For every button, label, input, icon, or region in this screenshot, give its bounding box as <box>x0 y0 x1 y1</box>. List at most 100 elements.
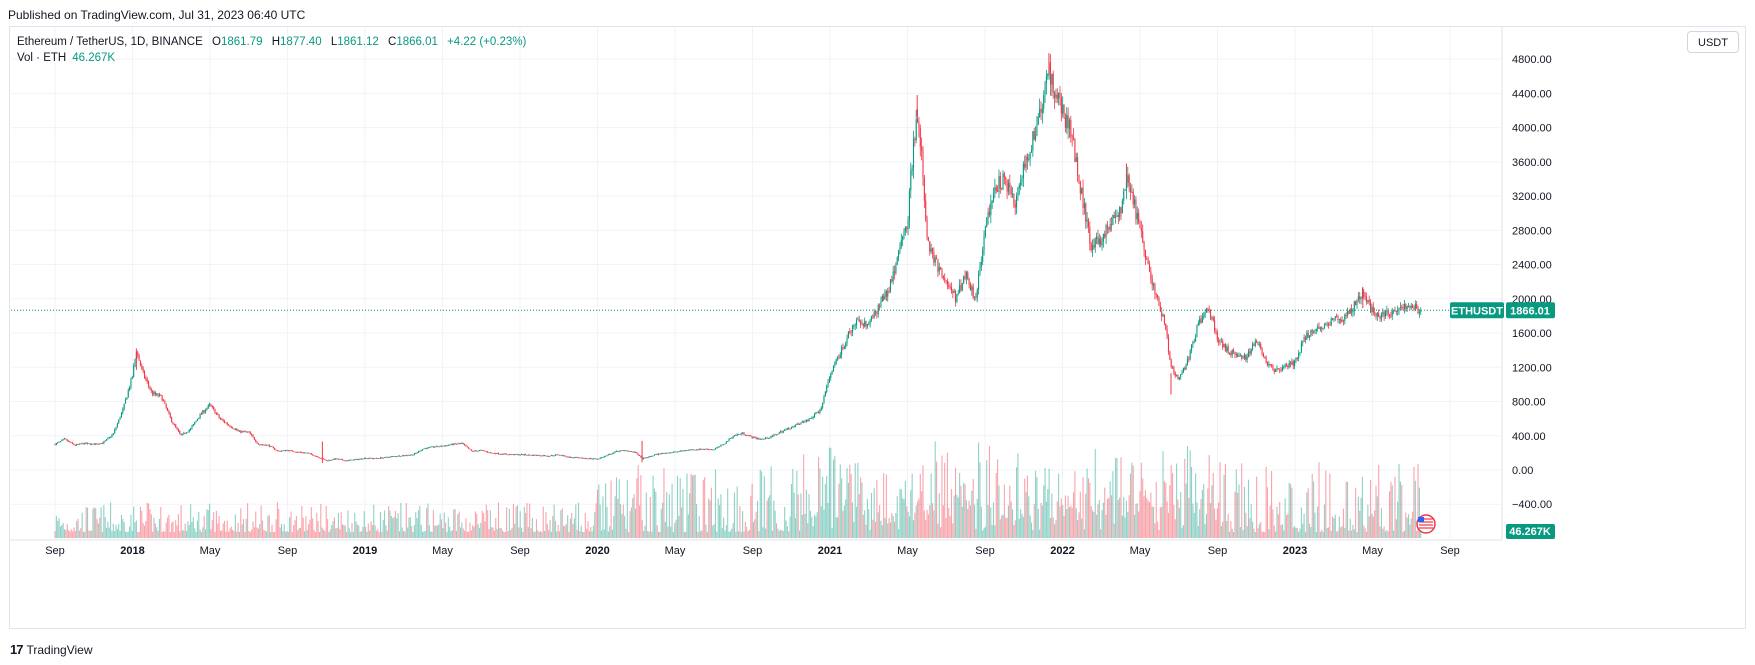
candle-body <box>360 458 363 460</box>
volume-bar <box>733 492 736 538</box>
volume-bar <box>955 467 957 538</box>
volume-bar <box>253 527 255 538</box>
volume-bar <box>65 529 67 538</box>
volume-bar <box>748 529 750 538</box>
volume-bar <box>138 531 140 538</box>
candle-body <box>530 455 532 456</box>
volume-bar <box>511 527 513 538</box>
candle-body <box>1144 249 1146 259</box>
candle-body <box>57 442 59 444</box>
volume-bar <box>1120 457 1122 538</box>
candle-body <box>564 455 566 457</box>
x-tick-label: May <box>897 545 918 557</box>
candle-body <box>841 347 843 356</box>
volume-bar <box>152 531 154 538</box>
candle-body <box>516 454 519 456</box>
volume-bar <box>1218 502 1220 538</box>
candle-body <box>813 414 816 418</box>
candle-body <box>1230 352 1232 355</box>
candle-body <box>983 235 985 251</box>
volume-bar <box>462 528 464 538</box>
candle-body <box>324 459 326 461</box>
volume-bar <box>1029 515 1031 538</box>
candle-body <box>268 444 270 447</box>
volume-bar <box>76 520 78 538</box>
candle-body <box>533 454 535 456</box>
symbol-tag: ETHUSDT <box>1451 305 1503 317</box>
volume-bar <box>310 507 312 538</box>
volume-bar <box>1330 530 1332 538</box>
volume-bar <box>396 518 398 538</box>
volume-bar <box>385 525 387 538</box>
volume-bar <box>1196 502 1198 538</box>
candle-body <box>131 377 133 379</box>
volume-bar <box>1072 492 1075 538</box>
volume-bar <box>370 521 372 538</box>
volume-bar <box>500 527 502 538</box>
candle-body <box>873 311 875 318</box>
candle-body <box>626 450 628 452</box>
candle-body <box>1288 362 1290 368</box>
candle-body <box>508 454 510 456</box>
volume-bar <box>1397 501 1399 538</box>
volume-bar <box>424 531 426 538</box>
candle-body <box>775 434 778 436</box>
candle-body <box>1416 304 1418 308</box>
candle-body <box>659 453 661 455</box>
volume-bar <box>839 464 841 538</box>
candle-body <box>1323 324 1325 329</box>
volume-bar <box>674 522 676 538</box>
candle-body <box>1150 271 1152 279</box>
volume-bar <box>717 498 719 538</box>
volume-bar <box>657 531 660 538</box>
symbol-title[interactable]: Ethereum / TetherUS, 1D, BINANCE <box>17 36 203 48</box>
volume-bar <box>198 511 200 538</box>
candle-body <box>1006 179 1008 192</box>
candle-body <box>704 449 706 451</box>
candle-body <box>1252 344 1254 350</box>
volume-bar <box>484 521 486 538</box>
candle-body <box>1128 175 1130 187</box>
candle-body <box>150 389 152 391</box>
volume-bar <box>488 529 490 538</box>
volume-bar <box>504 532 506 538</box>
candle-body <box>1216 331 1218 340</box>
volume-bar <box>1334 514 1336 538</box>
volume-bar <box>1201 489 1203 538</box>
volume-bar <box>137 531 139 538</box>
volume-bar <box>464 530 466 538</box>
volume-bar <box>466 531 468 538</box>
candle-body <box>1052 73 1054 93</box>
volume-bar <box>953 495 955 538</box>
volume-bar <box>933 510 935 538</box>
volume-bar <box>691 475 693 538</box>
candle-body <box>1272 365 1274 370</box>
currency-button[interactable]: USDT <box>1687 31 1739 53</box>
volume-bar <box>223 520 226 538</box>
candle-body <box>453 443 455 445</box>
volume-bar <box>816 512 818 538</box>
candle-body <box>1268 363 1270 366</box>
volume-bar <box>671 483 673 538</box>
y-tick-label: 4400.00 <box>1512 88 1552 100</box>
volume-bar <box>980 506 982 538</box>
volume-bar <box>1237 492 1239 538</box>
candle-body <box>1083 203 1085 208</box>
volume-bar <box>507 531 509 538</box>
candle-body <box>108 437 110 438</box>
volume-bar <box>1272 509 1274 538</box>
footer-brand[interactable]: 17 TradingView <box>10 642 93 657</box>
volume-bar <box>162 531 165 538</box>
volume-bar <box>1250 504 1252 538</box>
volume-bar <box>610 480 612 538</box>
candle-body <box>449 444 451 446</box>
candle-body <box>796 423 798 425</box>
candle-body <box>202 410 204 414</box>
candle-body <box>1106 225 1108 228</box>
candle-body <box>1146 258 1148 260</box>
volume-bar <box>348 528 350 538</box>
candle-body <box>297 451 299 453</box>
candle-body <box>299 452 302 453</box>
candle-body <box>510 454 512 456</box>
